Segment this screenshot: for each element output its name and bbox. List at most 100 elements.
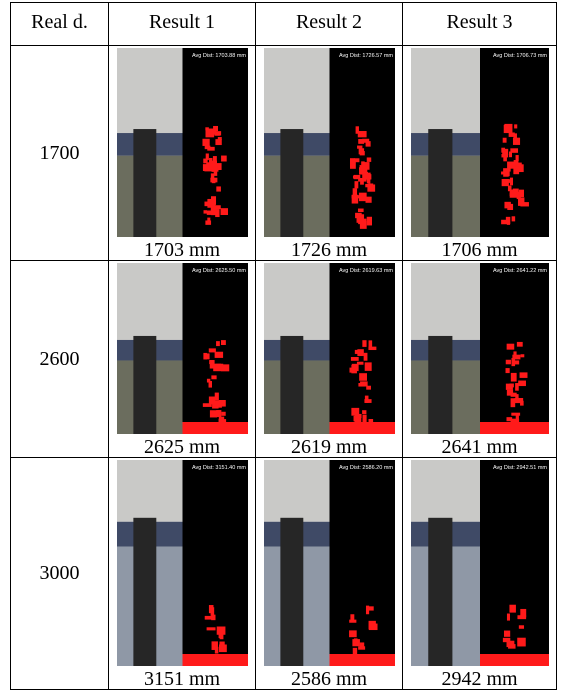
depth-blob bbox=[502, 179, 509, 186]
depth-blob bbox=[357, 214, 365, 223]
depth-blob bbox=[358, 131, 367, 137]
depth-blob bbox=[353, 188, 357, 195]
depth-blob bbox=[352, 364, 359, 371]
depth-panel bbox=[330, 460, 396, 666]
depth-blob bbox=[509, 605, 515, 613]
depth-blob bbox=[207, 147, 214, 151]
depth-blob bbox=[352, 639, 360, 646]
depth-blob bbox=[361, 161, 365, 165]
depth-blob bbox=[362, 340, 366, 347]
overlay-text: Avg Dist: 1706.73 mm bbox=[493, 53, 547, 59]
photo-pillar bbox=[133, 518, 156, 666]
depth-blob bbox=[507, 344, 515, 350]
depth-blob bbox=[356, 126, 359, 133]
photo-pillar bbox=[280, 336, 303, 434]
depth-blob bbox=[365, 362, 372, 371]
depth-floor bbox=[480, 422, 549, 434]
depth-blob bbox=[367, 179, 371, 183]
header-cell: Real d. bbox=[10, 2, 109, 46]
depth-blob bbox=[511, 413, 520, 416]
depth-panel bbox=[480, 460, 549, 666]
depth-blob bbox=[203, 353, 207, 360]
depth-blob bbox=[219, 417, 224, 423]
depth-blob bbox=[363, 415, 367, 423]
depth-blob bbox=[215, 352, 223, 358]
depth-blob bbox=[211, 196, 216, 205]
photo-pillar bbox=[280, 518, 303, 666]
row-label: 2600 bbox=[11, 348, 108, 371]
depth-blob bbox=[514, 124, 517, 128]
depth-floor bbox=[330, 654, 396, 666]
depth-blob bbox=[515, 383, 519, 391]
row-label: 3000 bbox=[11, 562, 108, 585]
photo-pillar bbox=[428, 518, 452, 666]
overlay-text: Avg Dist: 2641.22 mm bbox=[493, 268, 547, 274]
photo-pillar bbox=[428, 336, 452, 434]
depth-blob bbox=[366, 141, 371, 147]
depth-blob bbox=[504, 125, 511, 133]
depth-blob bbox=[220, 632, 224, 640]
depth-blob bbox=[369, 419, 374, 422]
depth-blob bbox=[360, 179, 364, 184]
depth-blob bbox=[520, 202, 529, 206]
depth-blob bbox=[213, 364, 221, 372]
caption: 2625 mm bbox=[109, 436, 255, 458]
depth-blob bbox=[511, 398, 516, 407]
depth-blob bbox=[210, 410, 217, 417]
depth-blob bbox=[210, 178, 217, 183]
depth-blob bbox=[517, 192, 521, 199]
depth-blob bbox=[365, 184, 371, 187]
depth-blob bbox=[205, 127, 208, 130]
depth-blob bbox=[359, 373, 367, 381]
caption: 1706 mm bbox=[403, 239, 556, 261]
caption: 2619 mm bbox=[256, 436, 402, 458]
depth-blob bbox=[358, 139, 364, 144]
result-cell: Avg Dist: 2586.20 mm2586 mm bbox=[255, 457, 403, 690]
overlay-text: Avg Dist: 2619.63 mm bbox=[339, 268, 393, 274]
depth-blob bbox=[212, 641, 218, 650]
depth-panel bbox=[480, 263, 549, 434]
depth-blob bbox=[510, 192, 518, 196]
depth-blob bbox=[521, 354, 525, 357]
depth-blob bbox=[218, 137, 222, 140]
depth-blob bbox=[516, 155, 519, 161]
depth-blob bbox=[369, 340, 373, 347]
depth-blob bbox=[513, 351, 516, 355]
depth-blob bbox=[203, 403, 212, 407]
depth-blob bbox=[367, 217, 372, 226]
depth-blob bbox=[511, 393, 517, 397]
depth-blob bbox=[357, 146, 362, 149]
result-image: Avg Dist: 1706.73 mm bbox=[411, 48, 549, 237]
depth-blob bbox=[209, 360, 213, 364]
depth-blob bbox=[207, 379, 210, 383]
depth-blob bbox=[364, 399, 371, 403]
depth-blob bbox=[507, 222, 510, 225]
depth-blob bbox=[360, 381, 368, 386]
result-image: Avg Dist: 2942.51 mm bbox=[411, 460, 549, 666]
depth-blob bbox=[213, 400, 221, 407]
overlay-text: Avg Dist: 2586.20 mm bbox=[339, 465, 393, 471]
row-label-cell: 2600 bbox=[10, 260, 109, 458]
depth-blob bbox=[219, 644, 227, 652]
depth-blob bbox=[204, 210, 207, 213]
depth-blob bbox=[507, 614, 510, 621]
depth-blob bbox=[206, 153, 209, 160]
result-cell: Avg Dist: 2619.63 mm 2619 mm bbox=[255, 260, 403, 458]
depth-blob bbox=[506, 368, 510, 373]
depth-blob bbox=[514, 163, 522, 167]
header-cell: Result 3 bbox=[402, 2, 557, 46]
photo-pillar bbox=[428, 129, 452, 237]
depth-blob bbox=[362, 410, 366, 414]
photo-pillar bbox=[280, 129, 303, 237]
depth-blob bbox=[503, 156, 507, 161]
overlay-text: Avg Dist: 3151.40 mm bbox=[192, 465, 246, 471]
row-label-cell: 3000 bbox=[10, 457, 109, 690]
depth-blob bbox=[502, 149, 508, 155]
caption: 1703 mm bbox=[109, 239, 255, 261]
depth-blob bbox=[221, 340, 226, 345]
header-cell: Result 2 bbox=[255, 2, 403, 46]
depth-blob bbox=[509, 132, 515, 136]
